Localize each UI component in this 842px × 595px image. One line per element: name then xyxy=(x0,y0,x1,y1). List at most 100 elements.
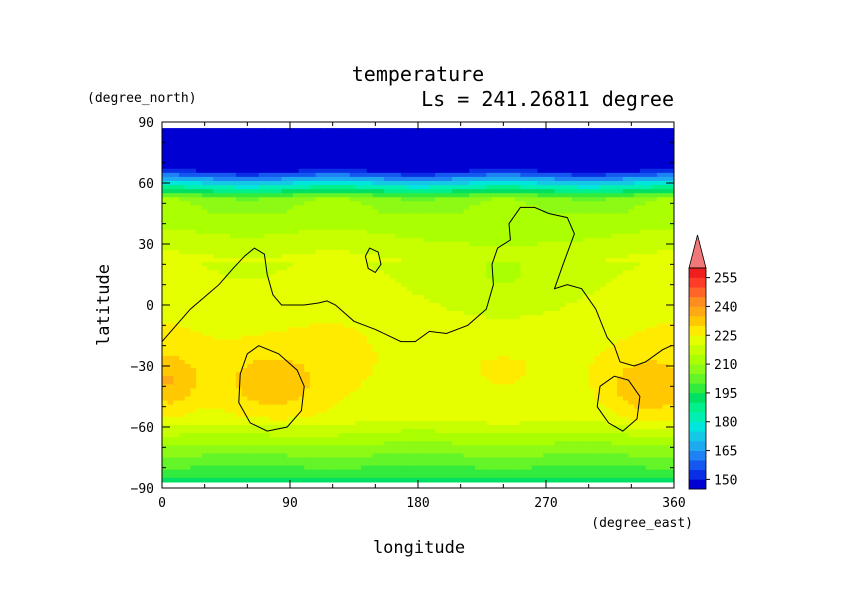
heatmap-cell xyxy=(281,343,288,349)
heatmap-cell xyxy=(668,128,674,133)
heatmap-cell xyxy=(230,282,237,288)
heatmap-cell xyxy=(480,197,487,202)
heatmap-cell xyxy=(435,274,442,280)
heatmap-cell xyxy=(537,197,544,202)
heatmap-cell xyxy=(298,311,305,316)
heatmap-cell xyxy=(270,225,277,231)
heatmap-cell xyxy=(435,270,442,276)
heatmap-cell xyxy=(298,205,305,211)
heatmap-cell xyxy=(321,221,328,227)
heatmap-cell xyxy=(611,266,618,272)
heatmap-cell xyxy=(366,282,374,288)
heatmap-cell xyxy=(309,229,317,235)
heatmap-cell xyxy=(190,156,197,162)
heatmap-cell xyxy=(503,315,510,320)
heatmap-cell xyxy=(554,156,561,162)
heatmap-cell xyxy=(463,246,470,251)
heatmap-cell xyxy=(366,205,374,211)
heatmap-cell xyxy=(213,339,220,345)
heatmap-cell xyxy=(332,197,339,202)
heatmap-cell xyxy=(594,217,601,223)
heatmap-cell xyxy=(326,331,334,337)
heatmap-cell xyxy=(617,311,624,316)
heatmap-cell xyxy=(662,209,669,215)
heatmap-cell xyxy=(389,290,396,296)
heatmap-cell xyxy=(628,315,635,320)
heatmap-cell xyxy=(287,189,294,194)
heatmap-cell xyxy=(651,290,658,296)
heatmap-cell xyxy=(372,180,379,186)
heatmap-cell xyxy=(435,315,442,320)
heatmap-cell xyxy=(406,282,413,288)
heatmap-cell xyxy=(412,148,419,154)
heatmap-cell xyxy=(656,274,664,280)
heatmap-cell xyxy=(469,315,476,320)
heatmap-cell xyxy=(389,193,396,198)
heatmap-cell xyxy=(315,270,322,276)
heatmap-cell xyxy=(565,148,573,154)
heatmap-cell xyxy=(446,225,453,231)
heatmap-cell xyxy=(383,225,391,231)
heatmap-cell xyxy=(162,290,169,296)
heatmap-cell xyxy=(400,205,408,211)
heatmap-cell xyxy=(560,319,567,324)
heatmap-cell xyxy=(503,209,510,215)
heatmap-cell xyxy=(634,286,641,292)
heatmap-cell xyxy=(514,250,521,255)
heatmap-cell xyxy=(389,302,396,308)
heatmap-cell xyxy=(548,258,556,263)
heatmap-cell xyxy=(600,278,607,284)
heatmap-cell xyxy=(207,213,214,219)
heatmap-cell xyxy=(167,148,174,154)
heatmap-cell xyxy=(326,278,334,284)
heatmap-cell xyxy=(435,335,442,341)
heatmap-cell xyxy=(344,136,351,141)
heatmap-cell xyxy=(531,197,539,202)
heatmap-cell xyxy=(275,180,283,186)
heatmap-cell xyxy=(258,144,265,150)
heatmap-cell xyxy=(588,209,595,215)
heatmap-cell xyxy=(304,193,311,198)
heatmap-cell xyxy=(497,298,504,304)
heatmap-cell xyxy=(543,164,550,170)
heatmap-cell xyxy=(395,185,402,190)
heatmap-cell xyxy=(241,221,248,227)
heatmap-cell xyxy=(622,197,630,202)
heatmap-cell xyxy=(582,246,590,251)
heatmap-cell xyxy=(406,229,413,235)
heatmap-cell xyxy=(230,335,237,341)
heatmap-cell xyxy=(241,156,248,162)
heatmap-cell xyxy=(469,136,476,141)
heatmap-cell xyxy=(503,144,510,150)
heatmap-cell xyxy=(332,258,339,263)
heatmap-cell xyxy=(196,176,203,182)
heatmap-cell xyxy=(588,262,595,267)
heatmap-cell xyxy=(400,156,408,162)
heatmap-cell xyxy=(275,286,283,292)
heatmap-cell xyxy=(503,298,510,304)
heatmap-cell xyxy=(582,258,590,263)
heatmap-cell xyxy=(600,172,607,178)
heatmap-cell xyxy=(514,172,521,178)
heatmap-cell xyxy=(571,156,578,162)
heatmap-cell xyxy=(651,258,658,263)
heatmap-cell xyxy=(406,307,413,312)
heatmap-cell xyxy=(457,270,465,276)
heatmap-cell xyxy=(440,136,448,141)
heatmap-cell xyxy=(651,270,658,276)
heatmap-cell xyxy=(270,185,277,190)
heatmap-cell xyxy=(651,254,658,259)
heatmap-cell xyxy=(230,185,237,190)
heatmap-cell xyxy=(509,278,516,284)
heatmap-cell xyxy=(184,225,192,231)
heatmap-cell xyxy=(474,262,482,267)
heatmap-cell xyxy=(537,250,544,255)
heatmap-cell xyxy=(349,294,357,300)
heatmap-cell xyxy=(548,246,556,251)
heatmap-cell xyxy=(412,201,419,206)
heatmap-cell xyxy=(281,217,288,223)
heatmap-cell xyxy=(264,311,271,316)
heatmap-cell xyxy=(344,229,351,235)
heatmap-cell xyxy=(543,193,550,198)
heatmap-cell xyxy=(253,262,260,267)
